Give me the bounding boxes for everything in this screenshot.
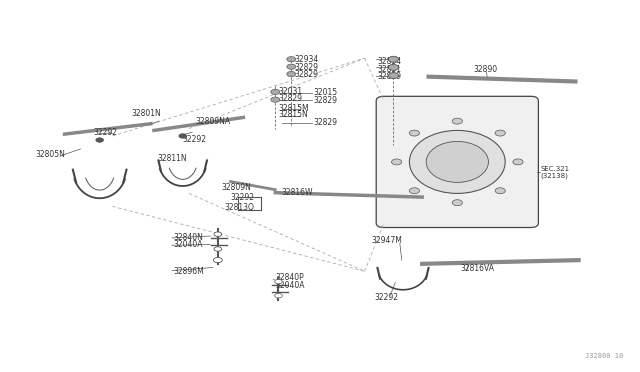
Text: 32292: 32292 [182, 135, 207, 144]
Text: 32816VA: 32816VA [461, 264, 495, 273]
Circle shape [495, 130, 506, 136]
Text: 32811N: 32811N [157, 154, 187, 163]
Circle shape [452, 200, 463, 206]
Text: 32801N: 32801N [132, 109, 161, 118]
Circle shape [96, 138, 104, 142]
Text: 32292: 32292 [230, 193, 255, 202]
Text: 32934: 32934 [294, 55, 319, 64]
Text: 32031: 32031 [278, 87, 303, 96]
Circle shape [388, 73, 399, 78]
Text: 32292: 32292 [93, 128, 117, 137]
Circle shape [410, 188, 419, 194]
Text: 32831: 32831 [378, 65, 401, 74]
Text: 32829: 32829 [294, 70, 319, 79]
Circle shape [275, 279, 282, 284]
Text: 32890: 32890 [473, 65, 497, 74]
Text: 32829: 32829 [378, 72, 401, 81]
Text: 32829: 32829 [314, 119, 338, 128]
Circle shape [388, 64, 399, 70]
Text: 32815N: 32815N [278, 110, 308, 119]
Circle shape [275, 294, 282, 298]
Circle shape [271, 89, 280, 94]
Text: 32813Q: 32813Q [224, 203, 254, 212]
Text: 32947M: 32947M [371, 236, 402, 246]
Circle shape [214, 247, 221, 251]
Circle shape [513, 159, 523, 165]
Circle shape [452, 118, 463, 124]
Circle shape [214, 232, 221, 236]
Text: 32816W: 32816W [282, 188, 313, 197]
Circle shape [388, 56, 399, 62]
Ellipse shape [410, 131, 505, 193]
Circle shape [271, 97, 280, 102]
Circle shape [179, 134, 186, 138]
Text: 32840P: 32840P [275, 273, 304, 282]
Text: 32805N: 32805N [36, 150, 66, 159]
Circle shape [213, 257, 222, 263]
Text: 32834: 32834 [378, 57, 402, 66]
Text: 32829: 32829 [314, 96, 338, 105]
Ellipse shape [426, 141, 488, 182]
FancyBboxPatch shape [376, 96, 538, 228]
Text: 32815M: 32815M [278, 104, 309, 113]
Circle shape [287, 64, 296, 69]
Text: (32138): (32138) [540, 173, 568, 179]
Text: 32896M: 32896M [173, 267, 204, 276]
Circle shape [410, 130, 419, 136]
Text: SEC.321: SEC.321 [540, 166, 570, 172]
Text: 32040A: 32040A [173, 240, 203, 249]
Text: 32809N: 32809N [221, 183, 251, 192]
Text: 32829: 32829 [278, 94, 303, 103]
Circle shape [392, 159, 402, 165]
Text: J32800 10: J32800 10 [585, 353, 623, 359]
Text: 32809NA: 32809NA [195, 117, 230, 126]
Circle shape [287, 71, 296, 77]
Circle shape [495, 188, 506, 194]
Text: 32829: 32829 [294, 63, 319, 72]
Text: 32840N: 32840N [173, 232, 203, 242]
Text: 32040A: 32040A [275, 281, 305, 290]
Circle shape [287, 57, 296, 62]
Text: 32292: 32292 [374, 293, 398, 302]
Text: 32015: 32015 [314, 88, 338, 97]
